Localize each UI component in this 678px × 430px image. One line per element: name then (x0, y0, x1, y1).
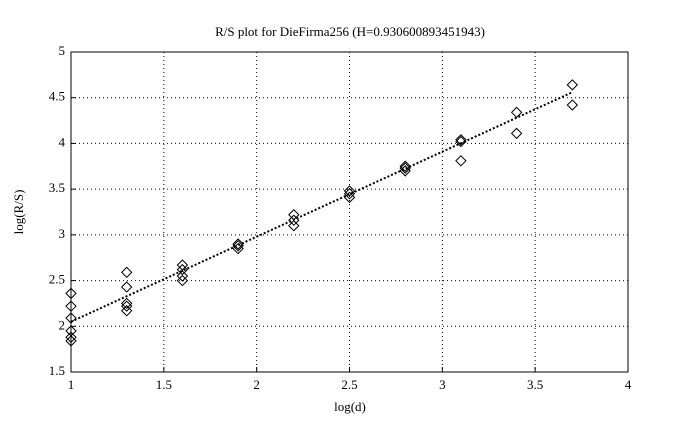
data-point (455, 155, 467, 167)
x-tick-label: 2.5 (341, 377, 357, 392)
data-point (65, 287, 77, 300)
data-point (232, 238, 244, 250)
data-point (510, 106, 523, 119)
y-tick-label: 2.5 (49, 272, 65, 287)
y-tick-label: 5 (59, 43, 66, 58)
data-point (288, 220, 300, 232)
data-point (566, 99, 579, 111)
data-point (65, 300, 77, 312)
plot-frame (70, 51, 629, 373)
y-tick-label: 1.5 (49, 363, 65, 378)
data-point (510, 127, 523, 140)
y-tick-label: 3.5 (49, 180, 65, 195)
data-point (120, 266, 133, 279)
data-point (65, 331, 77, 343)
x-tick-label: 1.5 (156, 377, 172, 392)
x-tick-label: 4 (625, 377, 632, 392)
y-axis-label: log(R/S) (11, 190, 26, 235)
data-point (120, 281, 133, 293)
data-point (120, 305, 133, 317)
data-point (455, 134, 467, 146)
data-point (176, 274, 189, 287)
data-point (65, 335, 77, 347)
x-tick-label: 1 (68, 377, 75, 392)
x-axis-label: log(d) (334, 399, 366, 414)
data-point (120, 297, 133, 310)
data-point (566, 79, 579, 91)
data-point (399, 160, 411, 172)
data-point (343, 185, 356, 197)
chart-title: R/S plot for DieFirma256 (H=0.9306008934… (215, 24, 485, 39)
data-point (232, 240, 244, 252)
data-point (343, 191, 356, 204)
data-point (176, 259, 189, 271)
y-tick-label: 4.5 (49, 89, 65, 104)
y-tick-label: 3 (59, 226, 66, 241)
data-point (455, 135, 467, 148)
data-point (65, 312, 77, 324)
data-point (120, 300, 133, 312)
y-tick-label: 4 (59, 134, 66, 149)
y-tick-label: 2 (59, 317, 66, 332)
x-tick-label: 3.5 (527, 377, 543, 392)
data-point (343, 188, 356, 200)
x-tick-label: 2 (253, 377, 260, 392)
x-tick-label: 3 (439, 377, 446, 392)
data-point (176, 263, 189, 276)
data-point (176, 270, 189, 282)
data-point (399, 162, 411, 174)
